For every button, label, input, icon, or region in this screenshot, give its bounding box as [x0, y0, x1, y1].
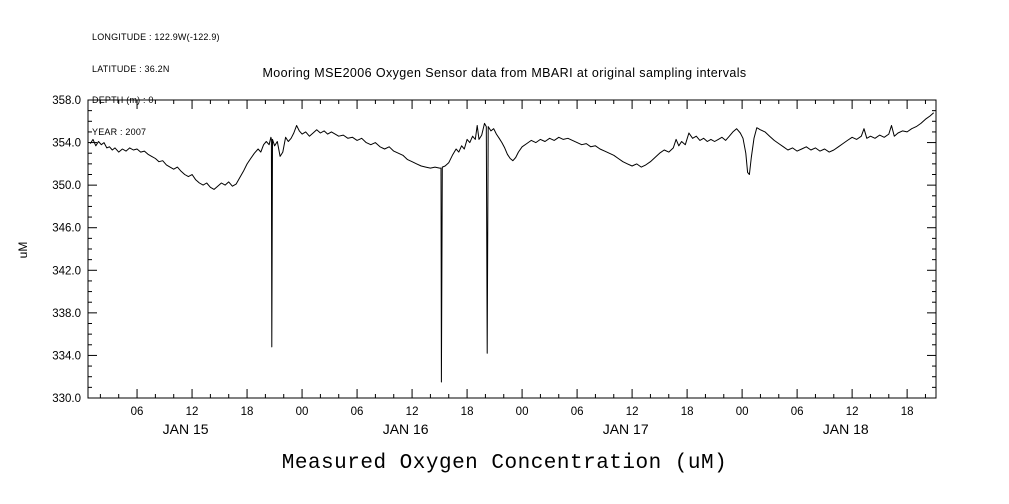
x-tick-label: 00 [736, 406, 749, 418]
y-tick-label: 338.0 [52, 308, 81, 320]
x-tick-label: 18 [461, 406, 474, 418]
x-tick-label: 00 [296, 406, 309, 418]
x-tick-label: 12 [186, 406, 199, 418]
x-day-label: JAN 17 [603, 421, 649, 437]
y-tick-label: 358.0 [52, 95, 81, 107]
x-tick-label: 00 [516, 406, 529, 418]
bottom-caption: Measured Oxygen Concentration (uM) [281, 452, 728, 475]
x-day-label: JAN 15 [163, 421, 209, 437]
chart-title: Mooring MSE2006 Oxygen Sensor data from … [262, 66, 747, 80]
y-tick-label: 334.0 [52, 350, 81, 362]
y-tick-label: 354.0 [52, 138, 81, 150]
x-day-label: JAN 16 [383, 421, 429, 437]
x-tick-label: 12 [626, 406, 639, 418]
x-day-label: JAN 18 [823, 421, 869, 437]
meta-longitude: LONGITUDE : 122.9W(-122.9) [92, 32, 220, 42]
x-tick-label: 18 [241, 406, 254, 418]
y-axis-label: uM [16, 242, 30, 259]
x-tick-label: 06 [571, 406, 584, 418]
x-tick-label: 12 [406, 406, 419, 418]
meta-latitude: LATITUDE : 36.2N [92, 63, 170, 74]
y-tick-label: 350.0 [52, 180, 81, 192]
x-tick-label: 06 [351, 406, 364, 418]
x-tick-label: 06 [791, 406, 804, 418]
y-tick-label: 346.0 [52, 223, 81, 235]
x-tick-label: 12 [846, 406, 859, 418]
meta-year: YEAR : 2007 [92, 126, 147, 137]
plot-frame [87, 99, 937, 399]
x-tick-label: 18 [901, 406, 914, 418]
x-tick-label: 18 [681, 406, 694, 418]
y-tick-label: 330.0 [52, 393, 81, 405]
x-tick-label: 06 [131, 406, 144, 418]
series-line-oxygen-concentration-uM [89, 112, 935, 383]
y-tick-label: 342.0 [52, 265, 81, 277]
